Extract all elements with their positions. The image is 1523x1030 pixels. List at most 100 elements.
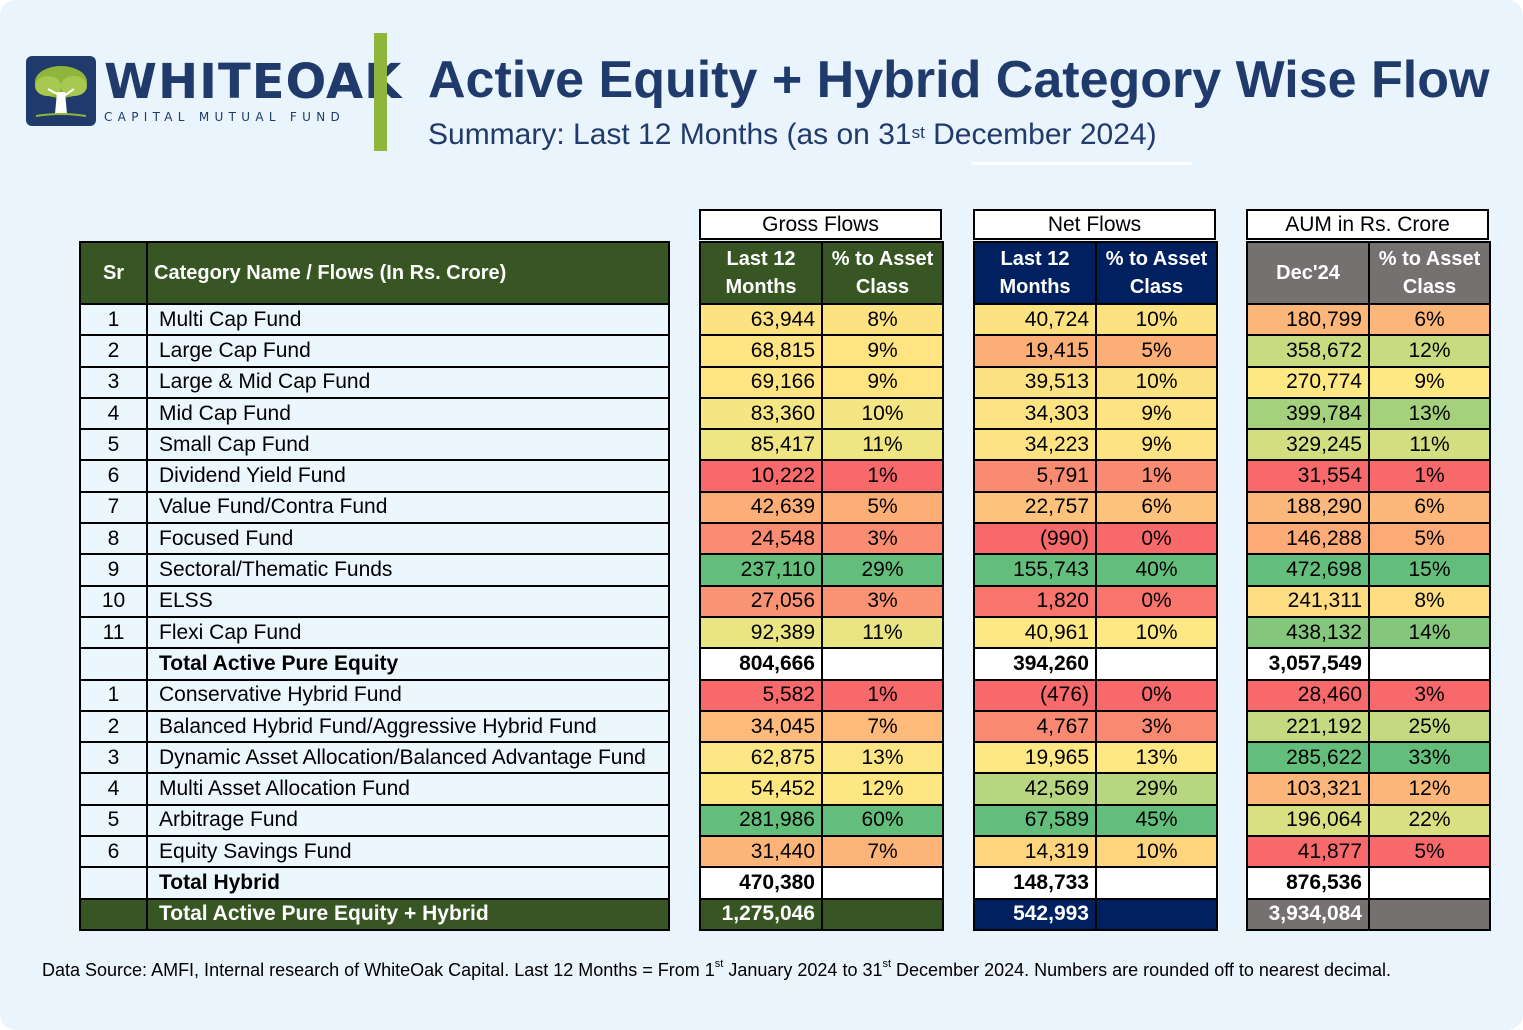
table-row: 39,513 10%: [973, 365, 1218, 399]
grand-total-row: 3,934,084: [1246, 897, 1491, 931]
gross-percent-cell: 13%: [821, 741, 944, 775]
table-row: 146,288 5%: [1246, 522, 1491, 556]
category-name-cell: Balanced Hybrid Fund/Aggressive Hybrid F…: [146, 709, 670, 744]
total-row: 470,380: [699, 866, 944, 900]
total-row: 804,666: [699, 647, 944, 681]
table-row: 5,791 1%: [973, 459, 1218, 493]
gross-flows-group-header: Gross Flows: [699, 209, 942, 240]
table-row: 285,622 33%: [1246, 741, 1491, 775]
table-row: 34,223 9%: [973, 428, 1218, 462]
subtitle-suffix: December 2024): [924, 118, 1157, 151]
aum-value-cell: 3,057,549: [1246, 647, 1370, 681]
gross-percent-cell: 3%: [821, 522, 944, 556]
aum-table: Dec'24 % to Asset Class 180,799 6% 358,672…: [1246, 241, 1491, 931]
gross-percent-cell: 60%: [821, 803, 944, 838]
gross-percent-cell: 11%: [821, 615, 944, 650]
sr-cell: [79, 866, 148, 900]
category-name-cell: Large & Mid Cap Fund: [146, 365, 670, 399]
table-row: 7 Value Fund/Contra Fund: [79, 490, 670, 525]
table-row: 22,757 6%: [973, 490, 1218, 525]
category-name-cell: Small Cap Fund: [146, 428, 670, 462]
gross-value-cell: 27,056: [699, 584, 823, 618]
gross-value-cell: 5,582: [699, 678, 823, 712]
total-row: 148,733: [973, 866, 1218, 900]
gross-value-cell: 83,360: [699, 396, 823, 431]
table-row: 155,743 40%: [973, 553, 1218, 587]
net-percent-cell: 6%: [1095, 490, 1218, 525]
net-value-cell: (990): [973, 522, 1097, 556]
aum-group-header: AUM in Rs. Crore: [1246, 209, 1489, 240]
table-row: 8 Focused Fund: [79, 522, 670, 556]
table-row: 196,064 22%: [1246, 803, 1491, 838]
net-value-cell: 40,961: [973, 615, 1097, 650]
table-row: 42,639 5%: [699, 490, 944, 525]
gross-value-cell: 42,639: [699, 490, 823, 525]
net-percent-cell: 29%: [1095, 772, 1218, 806]
category-name-cell: Total Active Pure Equity: [146, 647, 670, 681]
net-percent-cell: 9%: [1095, 428, 1218, 462]
table-row: 28,460 3%: [1246, 678, 1491, 712]
aum-value-cell: 146,288: [1246, 522, 1370, 556]
table-row: 399,784 13%: [1246, 396, 1491, 431]
category-name-cell: Arbitrage Fund: [146, 803, 670, 838]
gross-percent-cell: 10%: [821, 396, 944, 431]
aum-value-cell: 41,877: [1246, 835, 1370, 869]
gross-value-cell: 68,815: [699, 334, 823, 368]
table-row: 103,321 12%: [1246, 772, 1491, 806]
net-percent-cell: [1095, 897, 1218, 931]
table-row: 10 ELSS: [79, 584, 670, 618]
table-row: 34,045 7%: [699, 709, 944, 744]
header-net-pct: % to Asset Class: [1095, 241, 1218, 305]
grand-total-row: Total Active Pure Equity + Hybrid: [79, 897, 670, 931]
gross-value-cell: 1,275,046: [699, 897, 823, 931]
table-row: 5 Arbitrage Fund: [79, 803, 670, 838]
table-row: 6 Dividend Yield Fund: [79, 459, 670, 493]
category-table: Sr Category Name / Flows (In Rs. Crore) …: [79, 241, 670, 931]
gross-value-cell: 92,389: [699, 615, 823, 650]
gross-percent-cell: 12%: [821, 772, 944, 806]
table-row: 42,569 29%: [973, 772, 1218, 806]
gross-value-cell: 54,452: [699, 772, 823, 806]
aum-percent-cell: 14%: [1368, 615, 1491, 650]
category-name-cell: Total Hybrid: [146, 866, 670, 900]
header-sr: Sr: [79, 241, 148, 305]
sr-cell: 10: [79, 584, 148, 618]
sr-cell: 2: [79, 334, 148, 368]
category-name-cell: Focused Fund: [146, 522, 670, 556]
net-value-cell: 42,569: [973, 772, 1097, 806]
table-row: 9 Sectoral/Thematic Funds: [79, 553, 670, 587]
header-divider: [374, 33, 387, 151]
table-row: 92,389 11%: [699, 615, 944, 650]
whiteoak-logo: WHITEOAK CAPITAL MUTUAL FUND: [26, 56, 402, 126]
net-value-cell: 4,767: [973, 709, 1097, 744]
footer-sup-2: st: [882, 958, 892, 970]
total-row: 3,057,549: [1246, 647, 1491, 681]
table-row: 31,554 1%: [1246, 459, 1491, 493]
table-row: 472,698 15%: [1246, 553, 1491, 587]
page-subtitle: Summary: Last 12 Months (as on 31st Dece…: [428, 117, 1157, 153]
subtitle-superscript: st: [911, 123, 925, 142]
category-name-cell: ELSS: [146, 584, 670, 618]
aum-value-cell: 399,784: [1246, 396, 1370, 431]
gross-value-cell: 804,666: [699, 647, 823, 681]
table-row: 5 Small Cap Fund: [79, 428, 670, 462]
aum-percent-cell: 22%: [1368, 803, 1491, 838]
page-title: Active Equity + Hybrid Category Wise Flo…: [428, 51, 1490, 109]
aum-percent-cell: 9%: [1368, 365, 1491, 399]
aum-value-cell: 285,622: [1246, 741, 1370, 775]
header-net-last12: Last 12 Months: [973, 241, 1097, 305]
table-row: 14,319 10%: [973, 835, 1218, 869]
net-flows-table: Last 12 Months % to Asset Class 40,724 10…: [973, 241, 1218, 931]
sr-cell: [79, 647, 148, 681]
net-value-cell: 394,260: [973, 647, 1097, 681]
aum-percent-cell: 8%: [1368, 584, 1491, 618]
net-value-cell: 542,993: [973, 897, 1097, 931]
total-row: Total Hybrid: [79, 866, 670, 900]
table-row: 27,056 3%: [699, 584, 944, 618]
aum-percent-cell: 15%: [1368, 553, 1491, 587]
sr-cell: 5: [79, 803, 148, 838]
category-name-cell: Dynamic Asset Allocation/Balanced Advant…: [146, 741, 670, 775]
net-percent-cell: 10%: [1095, 302, 1218, 337]
table-row: (990) 0%: [973, 522, 1218, 556]
aum-value-cell: 196,064: [1246, 803, 1370, 838]
